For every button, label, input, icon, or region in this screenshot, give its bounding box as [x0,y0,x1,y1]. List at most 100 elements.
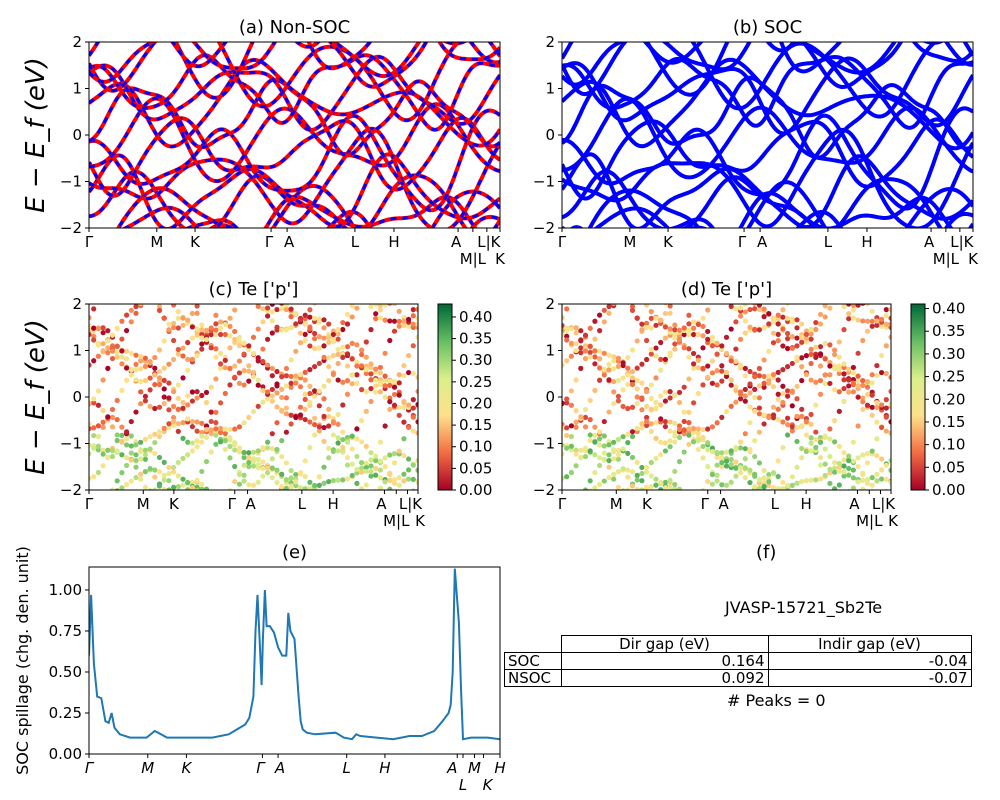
scatter-point [124,312,130,318]
scatter-point [785,432,791,438]
scatter-point [562,331,565,338]
scatter-point [180,399,186,406]
scatter-point [615,456,622,462]
scatter-point [227,323,233,329]
scatter-point [260,306,266,312]
colorbar-tick-label: 0.30 [932,345,965,363]
scatter-point [302,369,308,375]
scatter-point [836,370,842,377]
scatter-point [387,477,393,483]
scatter-point [218,350,224,357]
scatter-point [785,363,791,370]
scatter-point [601,443,607,449]
scatter-point [382,394,388,400]
colorbar-tick-label: 0.35 [932,322,965,340]
band-line [562,42,939,119]
scatter-point [302,458,308,464]
scatter-point [864,379,871,385]
scatter-point [232,447,238,453]
scatter-point [302,321,308,327]
scatter-point [128,443,134,449]
scatter-point [128,478,134,484]
scatter-point [344,439,351,445]
scatter-point [789,334,795,340]
scatter-point [138,471,144,477]
scatter-point [185,439,191,445]
scatter-point [377,475,383,481]
scatter-point [91,396,97,402]
scatter-point [330,419,336,425]
scatter-point [775,331,781,337]
scatter-point [255,479,261,485]
scatter-point [288,357,294,363]
scatter-point [316,474,322,480]
scatter-point [236,445,242,451]
x-tick-label: Γ [265,233,274,251]
scatter-point [415,306,418,313]
scatter-point [719,363,725,369]
scatter-point [686,409,692,415]
scatter-point [340,344,346,350]
x-tick-label: L [771,495,780,513]
scatter-point [302,312,308,318]
scatter-point [119,439,125,445]
scatter-point [691,350,697,357]
scatter-point [860,297,865,302]
scatter-point [775,396,781,403]
scatter-point [742,386,748,393]
scatter-point [246,454,252,461]
scatter-point [634,477,640,483]
scatter-point [625,487,631,490]
scatter-point [344,454,351,461]
scatter-point [156,454,163,461]
scatter-point [869,482,875,488]
scatter-point [860,318,866,324]
scatter-point [667,304,673,309]
scatter-point [785,393,791,399]
scatter-point [194,326,200,332]
scatter-point [794,413,800,419]
scatter-point [662,324,669,330]
scatter-point [789,428,795,434]
scatter-point [785,482,791,489]
scatter-point [752,306,758,312]
scatter-point [335,336,341,342]
scatter-point [105,338,111,344]
scatter-point [672,486,678,490]
y-tick-label: 0.50 [49,663,82,681]
scatter-point [133,442,139,448]
scatter-point [587,432,593,438]
scatter-point [89,362,92,368]
scatter-point [161,377,167,383]
scatter-point [562,400,565,406]
header-dir-gap: Dir gap (eV) [560,635,769,653]
scatter-point [850,389,857,395]
scatter-point [199,433,205,439]
x-tick-label: L [459,776,467,794]
scatter-point [705,478,711,485]
band-line-dashed [89,108,500,212]
scatter-point [836,339,842,345]
scatter-point [620,434,626,440]
y-tick-label: −1 [533,435,555,453]
scatter-point [790,491,795,496]
scatter-point [709,334,716,340]
scatter-point [100,419,106,425]
scatter-point [770,330,777,336]
scatter-point [124,436,130,442]
scatter-point [752,304,758,306]
scatter-point [401,362,407,369]
scatter-point [194,428,200,434]
scatter-point [138,304,144,306]
scatter-point [368,490,373,495]
scatter-point [799,339,805,345]
scatter-point [691,319,697,325]
scatter-point [578,338,584,344]
scatter-point [578,328,584,334]
scatter-point [700,323,706,329]
scatter-point [606,452,612,458]
scatter-point [269,386,275,393]
scatter-point [222,331,228,338]
scatter-point [236,424,242,430]
scatter-point [218,319,224,325]
